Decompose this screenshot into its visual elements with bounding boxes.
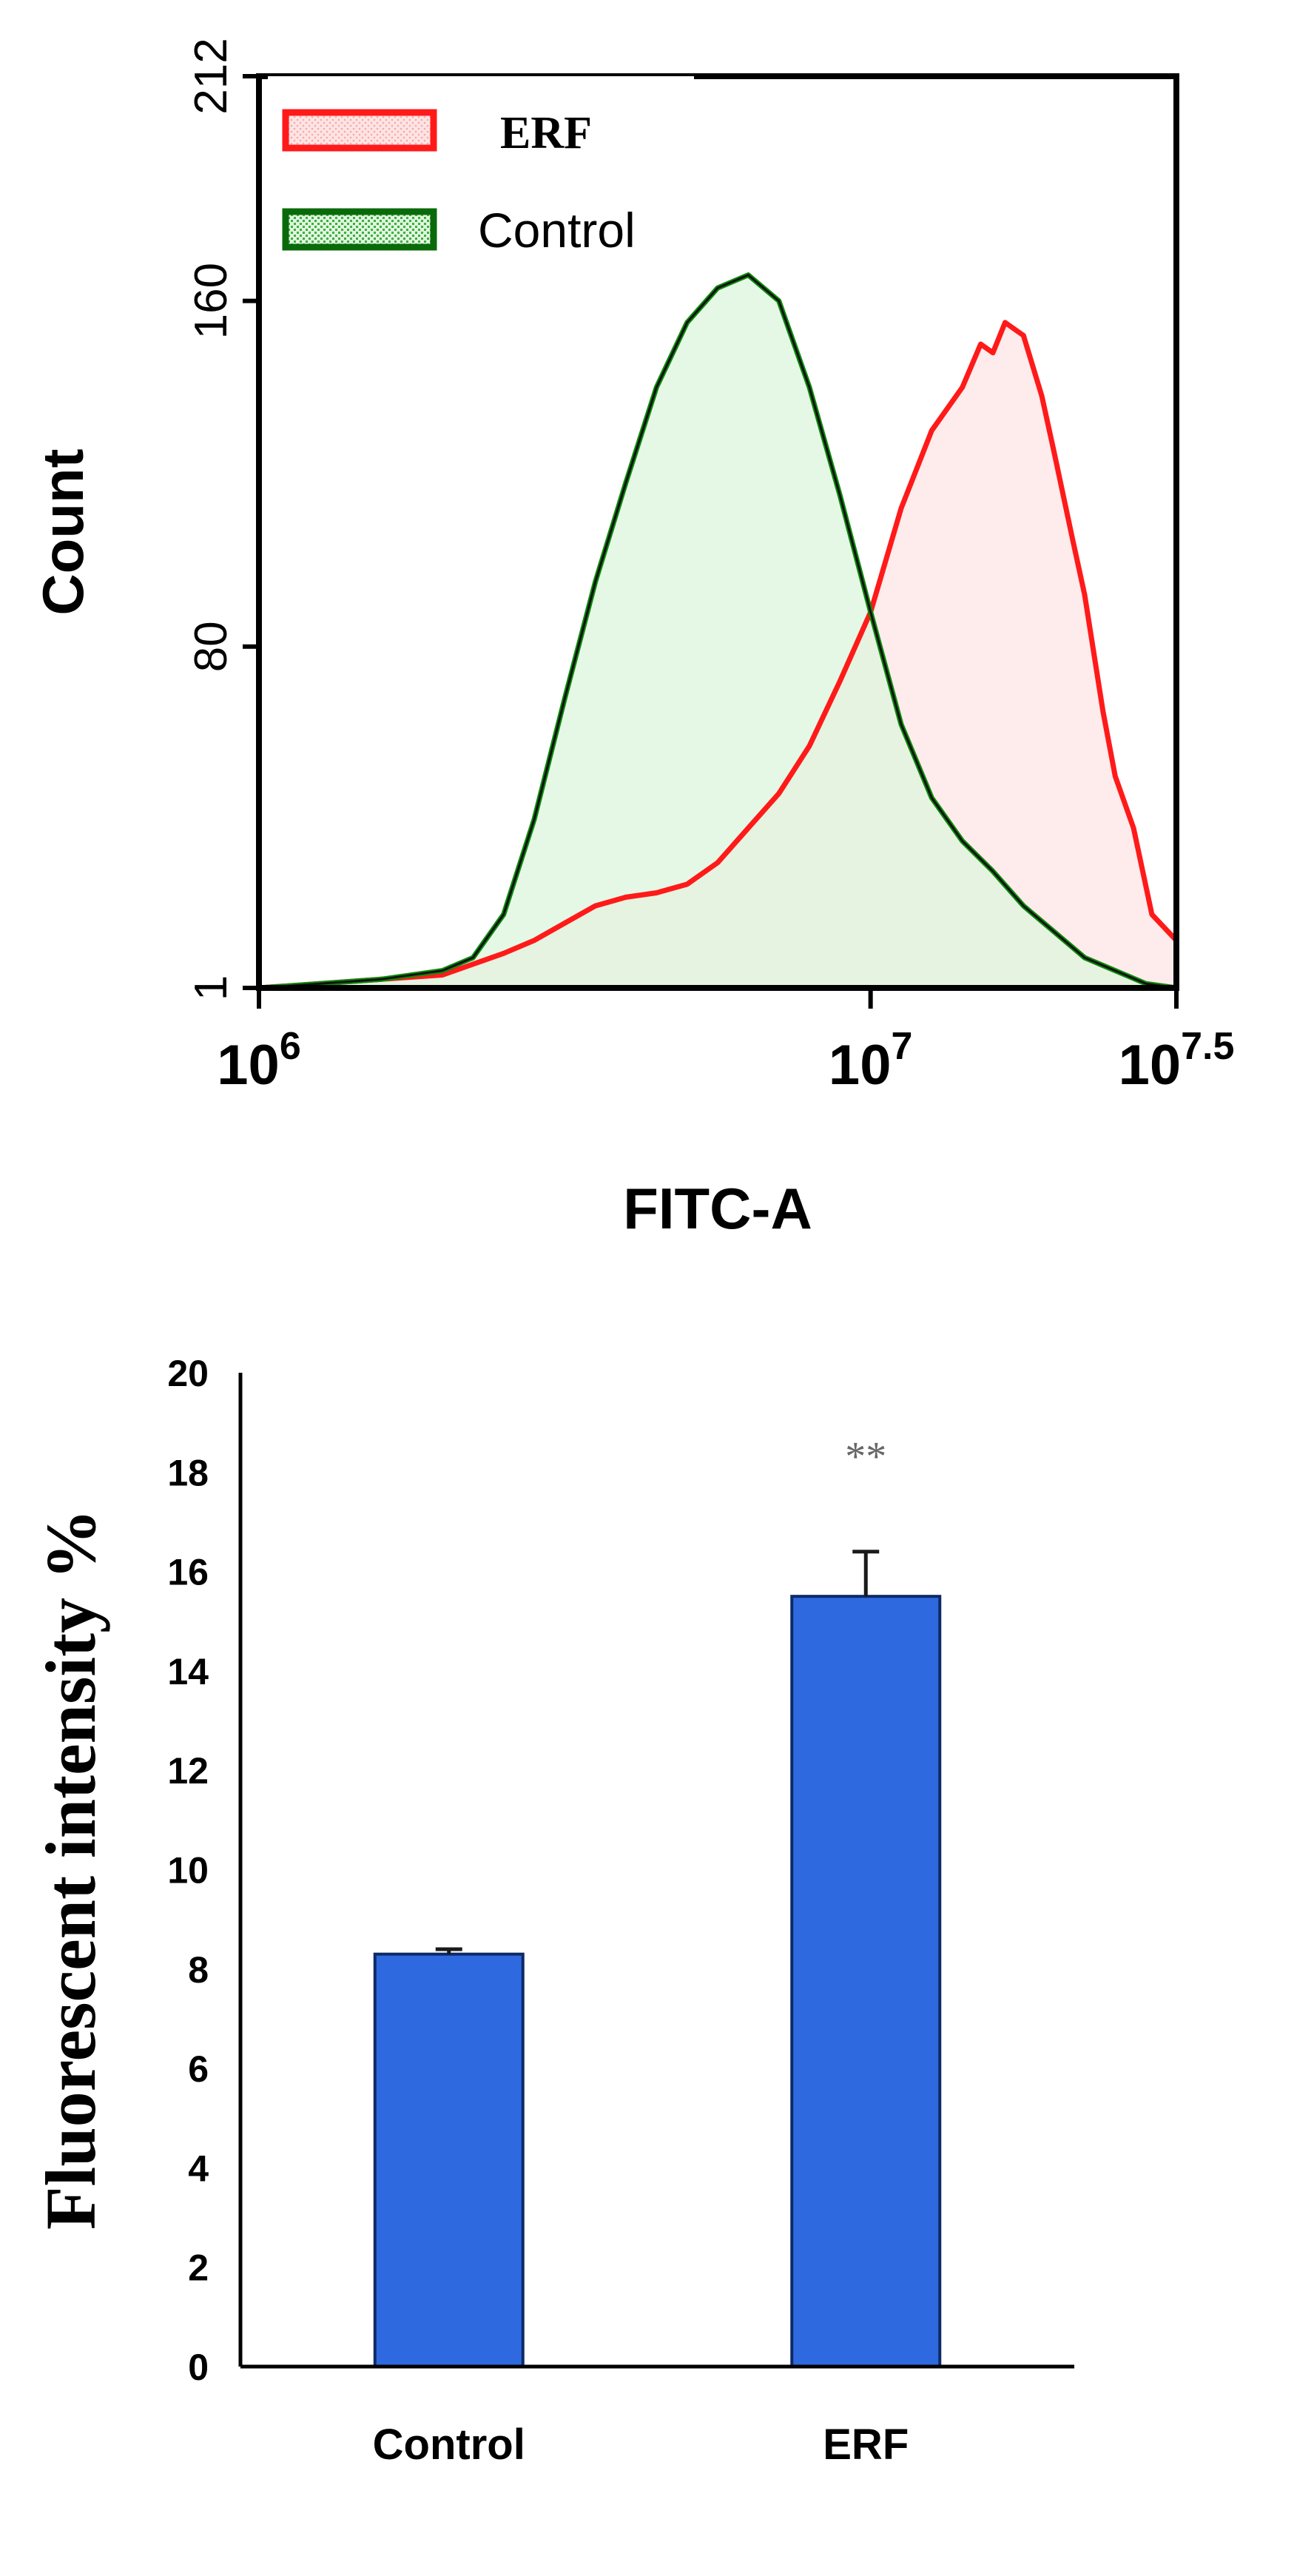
bar-y-axis-label: Fluorescent intensity % [31,1509,110,2230]
legend-label-erf: ERF [500,108,592,158]
y-tick-label: 0 [188,2347,209,2388]
y-tick-label: 160 [186,263,237,339]
legend-item-erf: ERF [282,108,592,158]
y-tick-label: 16 [167,1552,209,1593]
bar-erf [790,1595,942,2368]
bar-chart: 0 2 4 6 8 10 12 14 16 18 20 ** Control ERF Fluoresc… [31,1353,1074,2469]
significance-marker: ** [845,1434,886,1480]
y-tick-label: 6 [188,2048,209,2090]
x-tick-label-control: Control [373,2421,525,2469]
legend-swatch-erf [282,109,437,152]
x-tick-label: 107.5 [1119,1025,1235,1097]
bar-series: ** [373,1434,942,2368]
x-tick-label: 106 [217,1025,300,1097]
bar-x-tick-labels: Control ERF [373,2421,909,2469]
y-tick-label: 80 [186,621,237,672]
y-tick-label: 10 [167,1850,209,1891]
x-tick-label-erf: ERF [823,2421,909,2469]
legend-swatch-control [282,208,437,251]
y-tick-label: 18 [167,1452,209,1493]
histogram-axes [256,73,1179,991]
x-tick-label: 107 [829,1025,912,1097]
y-tick-label: 12 [167,1750,209,1792]
y-tick-label: 14 [167,1651,209,1692]
y-tick-label: 2 [188,2247,209,2289]
bar-control [373,1952,525,2368]
histogram-y-ticks: 1 80 160 212 [186,38,259,1001]
y-tick-label: 8 [188,1949,209,1991]
legend-label-control: Control [478,203,636,258]
histogram-series-lines [258,272,1179,991]
y-tick-label: 212 [186,38,237,114]
area-control [259,275,1176,989]
legend-item-control: Control [282,203,636,258]
y-tick-label: 20 [167,1353,209,1394]
series-line-control-inner [258,273,1177,989]
bar-y-ticks: 0 2 4 6 8 10 12 14 16 18 20 [167,1353,209,2388]
histogram-y-axis-label: Count [30,448,95,615]
y-tick-label: 4 [188,2148,209,2189]
histogram-x-axis-label: FITC-A [623,1176,812,1241]
y-tick-label: 1 [186,975,237,1001]
histogram-x-ticks: 106 107 107.5 [217,988,1234,1097]
